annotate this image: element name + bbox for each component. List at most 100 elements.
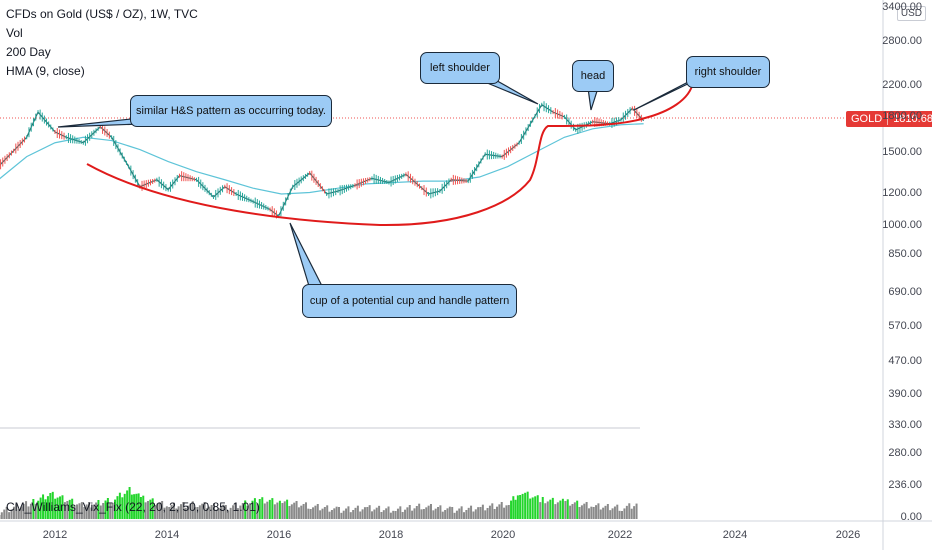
vix-bar xyxy=(303,504,305,519)
vix-bar xyxy=(314,506,316,519)
vix-bar xyxy=(581,505,583,519)
vix-bar xyxy=(333,508,335,519)
vix-bar xyxy=(329,512,331,519)
vix-bar xyxy=(296,501,298,519)
vix-bar xyxy=(336,507,338,519)
vix-bar xyxy=(549,500,551,519)
vix-bar xyxy=(413,508,415,519)
vix-bar xyxy=(559,501,561,519)
vix-bar xyxy=(298,507,300,519)
vix-bar xyxy=(409,505,411,519)
y-tick-label: 850.00 xyxy=(888,248,922,260)
vix-bar xyxy=(458,509,460,520)
vix-bar xyxy=(597,503,599,519)
vix-bar xyxy=(522,494,524,519)
x-tick-label: 2020 xyxy=(491,529,515,541)
vix-bar xyxy=(271,498,273,519)
vix-bar xyxy=(465,510,467,519)
vix-bar xyxy=(406,507,408,519)
y-tick-label: 690.00 xyxy=(888,286,922,298)
vix-bar xyxy=(480,507,482,519)
vix-bar xyxy=(418,504,420,519)
vix-bar xyxy=(544,503,546,519)
vix-bar xyxy=(279,501,281,519)
vix-bar xyxy=(529,499,531,519)
vix-bar xyxy=(503,508,505,519)
vix-bar xyxy=(435,509,437,519)
indicator-label: CM_Williams_Vix_Fix (22, 20, 2, 50, 0.85… xyxy=(6,500,260,514)
y-tick-label: 2200.00 xyxy=(882,79,922,91)
vix-bar xyxy=(600,510,602,520)
vix-bar xyxy=(373,510,375,520)
vix-bar xyxy=(571,504,573,519)
y-tick-label: 470.00 xyxy=(888,355,922,367)
vix-bar xyxy=(428,506,430,519)
y-tick-label: 1500.00 xyxy=(882,146,922,158)
vix-bar xyxy=(293,503,295,519)
vix-bar xyxy=(284,501,286,519)
y-tick-label: 236.00 xyxy=(888,479,922,491)
vix-bar xyxy=(404,510,406,519)
vix-bar xyxy=(569,506,571,519)
vix-bar xyxy=(423,509,425,519)
x-tick-label: 2014 xyxy=(155,529,179,541)
vix-bar xyxy=(612,508,614,519)
vix-bar xyxy=(588,508,590,519)
callout-left-shoulder[interactable]: left shoulder xyxy=(420,52,500,84)
vix-bar xyxy=(524,493,526,519)
vix-bar xyxy=(482,505,484,519)
vix-bar xyxy=(595,505,597,519)
y-tick-label: 1200.00 xyxy=(882,187,922,199)
callout-head[interactable]: head xyxy=(572,60,614,92)
vix-bar xyxy=(395,511,397,519)
vix-bar xyxy=(607,504,609,519)
y-tick-label: 1800.00 xyxy=(882,110,922,122)
vix-bar xyxy=(532,497,534,519)
vix-bar xyxy=(261,497,263,519)
vix-bar xyxy=(359,512,361,520)
x-tick-label: 2024 xyxy=(723,529,747,541)
y-tick-label: 330.00 xyxy=(888,419,922,431)
vix-bar xyxy=(562,499,564,519)
vix-bar xyxy=(437,507,439,519)
callout-pointer-similar xyxy=(58,118,140,127)
x-tick-label: 2026 xyxy=(836,529,860,541)
vix-bar xyxy=(539,502,541,519)
vix-bar xyxy=(380,512,382,519)
x-tick-label: 2022 xyxy=(608,529,632,541)
vix-bar xyxy=(444,510,446,519)
vix-bar xyxy=(547,501,549,519)
vix-bar xyxy=(501,502,503,519)
vix-bar xyxy=(421,509,423,519)
vix-bar xyxy=(519,495,521,519)
vix-bar xyxy=(574,502,576,519)
vix-bar xyxy=(552,498,554,519)
vix-bar xyxy=(593,507,595,519)
vix-bar xyxy=(281,503,283,519)
vix-bar xyxy=(340,513,342,519)
callout-cup-pattern[interactable]: cup of a potential cup and handle patter… xyxy=(302,284,517,318)
vix-bar xyxy=(286,500,288,519)
vix-bar xyxy=(439,505,441,519)
vix-bar xyxy=(416,506,418,519)
vix-bar xyxy=(616,505,618,519)
vix-bar xyxy=(542,497,544,519)
vix-bar xyxy=(636,504,638,519)
callout-similar-pattern[interactable]: similar H&S pattern as occurring today. xyxy=(130,95,332,127)
vix-bar xyxy=(602,508,604,519)
vix-bar xyxy=(378,506,380,519)
ma-200-line xyxy=(0,124,644,194)
vix-bar xyxy=(310,509,312,519)
vix-bar xyxy=(266,502,268,519)
vix-bar xyxy=(454,513,456,519)
legend-hma: HMA (9, close) xyxy=(6,64,85,78)
vix-bar xyxy=(397,509,399,519)
callout-right-shoulder[interactable]: right shoulder xyxy=(686,56,770,88)
vix-bar xyxy=(557,502,559,519)
x-tick-label: 2016 xyxy=(267,529,291,541)
vix-bar xyxy=(475,509,477,519)
legend-vol: Vol xyxy=(6,26,23,40)
vix-bar xyxy=(274,504,276,519)
vix-bar xyxy=(505,505,507,519)
